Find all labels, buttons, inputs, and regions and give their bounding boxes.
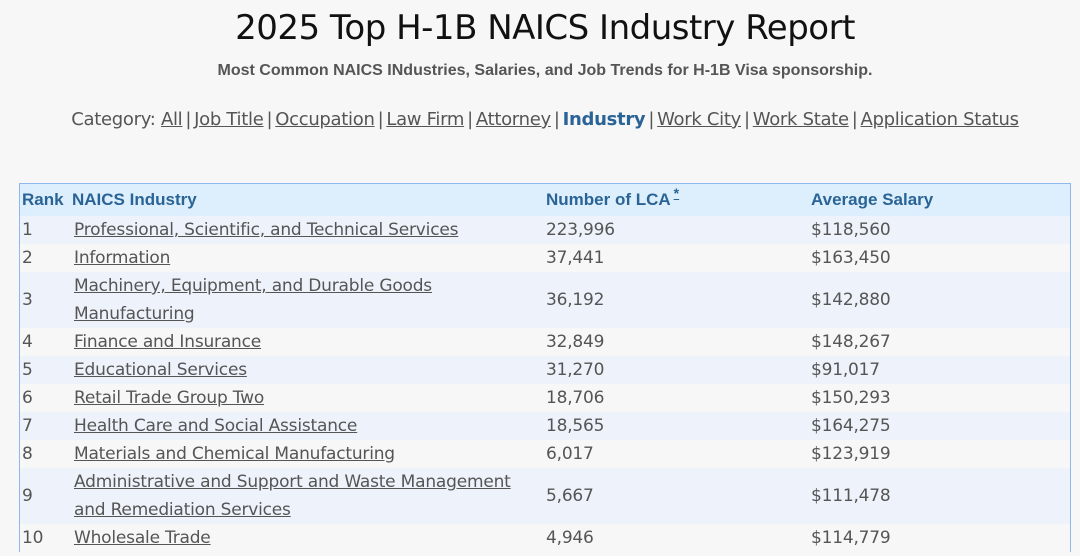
category-separator: | (648, 109, 655, 130)
lca-count-cell: 6,017 (546, 444, 594, 464)
industry-link[interactable]: Wholesale Trade (74, 528, 211, 548)
footnote-link[interactable]: * (673, 185, 680, 202)
category-separator: | (744, 109, 750, 130)
column-header-lca: Number of LCA * (544, 184, 809, 216)
category-nav: Category: All | Job Title | Occupation | Law F… (0, 109, 1080, 130)
column-header-rank: Rank (22, 190, 64, 209)
industry-link[interactable]: Professional, Scientific, and Technical … (74, 220, 459, 240)
industry-cell: Materials and Chemical Manufacturing (72, 440, 544, 468)
industry-cell: Information (72, 244, 544, 272)
lca-count-cell: 18,565 (546, 416, 605, 436)
category-label: Category: (71, 109, 156, 130)
average-salary-cell: $111,478 (811, 486, 891, 506)
lca-count-cell: 31,270 (546, 360, 605, 380)
industry-link[interactable]: Administrative and Support and Waste Man… (74, 472, 511, 520)
average-salary-cell: $114,779 (811, 528, 891, 548)
rank-cell: 7 (22, 416, 33, 436)
industry-link[interactable]: Retail Trade Group Two (74, 388, 265, 408)
rank-cell: 6 (22, 388, 33, 408)
table-row: 3 Machinery, Equipment, and Durable Goods… (20, 272, 1070, 328)
category-link-industry[interactable]: Industry (562, 109, 646, 130)
rank-cell: 8 (22, 444, 33, 464)
industry-cell: Machinery, Equipment, and Durable Goods … (72, 272, 544, 328)
lca-count-cell: 223,996 (546, 220, 615, 240)
table-row: 1 Professional, Scientific, and Technical… (20, 216, 1070, 244)
table-row: 4 Finance and Insurance 32,849 $148,267 (20, 328, 1070, 356)
average-salary-cell: $148,267 (811, 332, 891, 352)
table-row: 2 Information 37,441 $163,450 (20, 244, 1070, 272)
category-separator: | (377, 109, 384, 130)
page-title: 2025 Top H-1B NAICS Industry Report (235, 8, 855, 48)
rank-cell: 10 (22, 528, 44, 548)
table-row: 7 Health Care and Social Assistance 18,565… (20, 412, 1070, 440)
category-link-work-city[interactable]: Work City (657, 109, 741, 130)
table-header-row: Rank NAICS Industry Number of LCA * Avera… (20, 184, 1070, 216)
industry-cell: Health Care and Social Assistance (72, 412, 544, 440)
industry-cell: Educational Services (72, 356, 544, 384)
category-link-work-state[interactable]: Work State (752, 109, 849, 130)
average-salary-cell: $142,880 (811, 290, 891, 310)
category-link-attorney[interactable]: Attorney (475, 109, 551, 130)
category-link-job-title[interactable]: Job Title (194, 109, 264, 130)
industry-table: Rank NAICS Industry Number of LCA * Avera… (19, 183, 1071, 552)
industry-link[interactable]: Health Care and Social Assistance (74, 416, 358, 436)
category-separator: | (851, 109, 858, 130)
lca-count-cell: 18,706 (546, 388, 605, 408)
category-link-law-firm[interactable]: Law Firm (386, 109, 465, 130)
rank-cell: 3 (22, 290, 33, 310)
category-link-application-status[interactable]: Application Status (860, 109, 1019, 130)
rank-cell: 4 (22, 332, 33, 352)
average-salary-cell: $150,293 (811, 388, 891, 408)
category-link-occupation[interactable]: Occupation (275, 109, 375, 130)
industry-link[interactable]: Machinery, Equipment, and Durable Goods … (74, 276, 432, 324)
page-subtitle: Most Common NAICS INdustries, Salaries, … (217, 62, 873, 79)
rank-cell: 2 (22, 248, 33, 268)
category-link-all[interactable]: All (160, 109, 183, 130)
lca-count-cell: 37,441 (546, 248, 605, 268)
column-header-salary: Average Salary (811, 190, 934, 209)
industry-cell: Finance and Insurance (72, 328, 544, 356)
rank-cell: 5 (22, 360, 33, 380)
industry-cell: Administrative and Support and Waste Man… (72, 468, 544, 524)
industry-link[interactable]: Finance and Insurance (74, 332, 262, 352)
average-salary-cell: $118,560 (811, 220, 891, 240)
category-separator: | (553, 109, 560, 130)
lca-count-cell: 32,849 (546, 332, 605, 352)
industry-link[interactable]: Materials and Chemical Manufacturing (74, 444, 395, 464)
rank-cell: 9 (22, 486, 33, 506)
table-row: 5 Educational Services 31,270 $91,017 (20, 356, 1070, 384)
industry-cell: Retail Trade Group Two (72, 384, 544, 412)
column-header-industry: NAICS Industry (72, 190, 197, 209)
average-salary-cell: $123,919 (811, 444, 891, 464)
table-row: 6 Retail Trade Group Two 18,706 $150,293 (20, 384, 1070, 412)
industry-link[interactable]: Information (74, 248, 171, 268)
average-salary-cell: $163,450 (811, 248, 891, 268)
category-separator: | (266, 109, 273, 130)
average-salary-cell: $91,017 (811, 360, 880, 380)
table-row: 9 Administrative and Support and Waste Ma… (20, 468, 1070, 524)
industry-link[interactable]: Educational Services (74, 360, 247, 380)
category-separator: | (467, 109, 473, 130)
column-header-lca-label: Number of LCA (546, 190, 671, 209)
rank-cell: 1 (22, 220, 33, 240)
table-row: 10 Wholesale Trade 4,946 $114,779 (20, 524, 1070, 552)
lca-count-cell: 5,667 (546, 486, 594, 506)
category-separator: | (185, 109, 192, 130)
average-salary-cell: $164,275 (811, 416, 891, 436)
industry-cell: Professional, Scientific, and Technical … (72, 216, 544, 244)
industry-cell: Wholesale Trade (72, 524, 544, 552)
table-row: 8 Materials and Chemical Manufacturing 6,0… (20, 440, 1070, 468)
lca-count-cell: 4,946 (546, 528, 594, 548)
lca-count-cell: 36,192 (546, 290, 605, 310)
